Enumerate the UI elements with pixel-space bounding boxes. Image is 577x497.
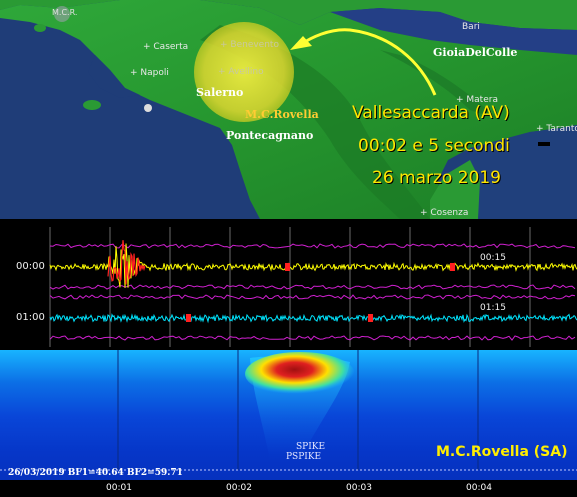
pspike-label: PSPIKE (286, 452, 322, 462)
status-line: 26/03/2019 BF1=40.64 BF2=59.71 (8, 468, 183, 478)
city-cosenza: + Cosenza (420, 208, 469, 218)
trace-2-signal (49, 313, 577, 324)
trace-2-time-label: 01:00 (16, 312, 45, 323)
event-time: 00:02 e 5 secondi (358, 136, 510, 156)
seismogram-panel: 00:00 01:00 00:15 01:15 (0, 219, 577, 350)
trace-2-marker-2 (368, 314, 373, 322)
trace-1-envelope-upper (49, 243, 576, 249)
spectrogram-plot (0, 350, 577, 497)
city-avellino: + Avellino (218, 67, 264, 77)
map-terrain (0, 0, 577, 219)
trace-1-marker-label: 00:15 (480, 253, 506, 263)
island-marker-icon (144, 104, 152, 112)
event-location: Vallesaccarda (AV) (352, 103, 510, 123)
epicenter-highlight (194, 22, 294, 122)
event-date: 26 marzo 2019 (372, 168, 501, 188)
city-taranto: + Taranto (536, 124, 577, 134)
station-rovella-label: M.C.Rovella (245, 108, 319, 121)
spectrogram-event-hotspot (245, 352, 355, 396)
place-pontecagnano: Pontecagnano (226, 129, 314, 142)
corner-tag: M.C.R. (52, 8, 78, 17)
spectrogram-station-label: M.C.Rovella (SA) (436, 444, 568, 460)
spectrogram-panel: M.C.Rovella (SA) SPIKE PSPIKE 26/03/2019… (0, 350, 577, 497)
trace-2-envelope-upper (49, 294, 576, 300)
city-benevento: + Benevento (220, 40, 279, 50)
trace-2-marker-1 (186, 314, 191, 322)
city-caserta: + Caserta (143, 42, 189, 52)
trace-1-time-label: 00:00 (16, 261, 45, 272)
trace-2-envelope-lower (49, 335, 576, 341)
seismogram-plot (49, 227, 577, 347)
time-tick-4: 00:04 (466, 483, 492, 493)
trace-1-event-burst (107, 240, 146, 285)
regional-map: + Caserta + Benevento + Napoli + Avellin… (0, 0, 577, 219)
trace-1-signal (49, 243, 577, 288)
place-salerno: Salerno (196, 86, 244, 99)
trace-1-marker-1 (285, 263, 290, 271)
city-napoli: + Napoli (130, 68, 169, 78)
time-tick-2: 00:02 (226, 483, 252, 493)
spike-label: SPIKE (296, 442, 326, 452)
city-bari: Bari (462, 22, 480, 32)
time-tick-3: 00:03 (346, 483, 372, 493)
time-tick-1: 00:01 (106, 483, 132, 493)
city-matera: + Matera (456, 95, 498, 105)
trace-1-envelope-lower (49, 284, 576, 290)
place-gioia-del-colle: GioiaDelColle (433, 46, 518, 59)
trace-1-marker-2 (450, 263, 455, 271)
trace-2-marker-label: 01:15 (480, 303, 506, 313)
